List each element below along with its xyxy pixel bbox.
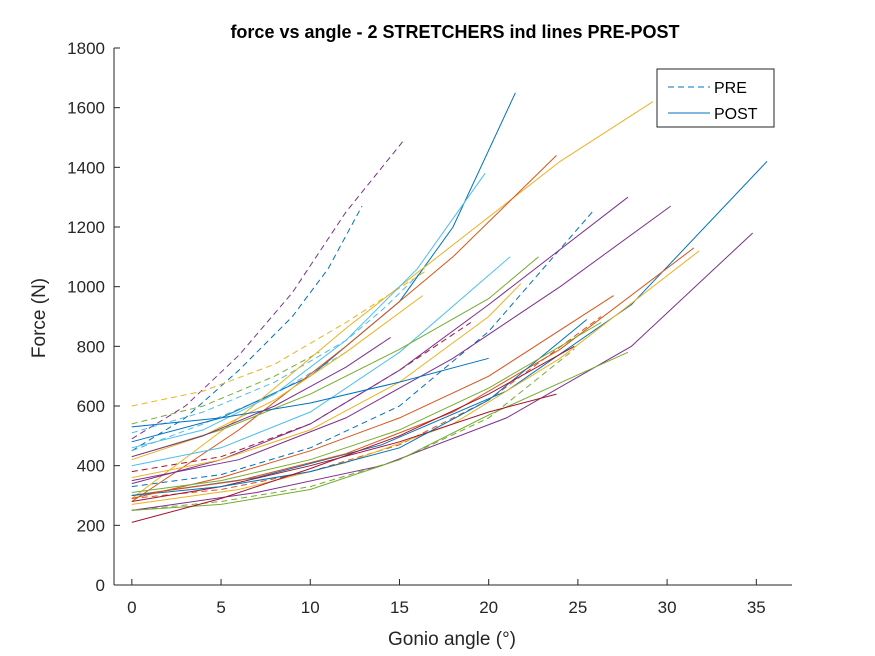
- series-line-22: [131, 393, 557, 502]
- series-line-31: [131, 336, 391, 458]
- y-tick-label: 1000: [67, 278, 105, 297]
- chart-title: force vs angle - 2 STRETCHERS ind lines …: [230, 22, 679, 42]
- series-line-14: [131, 173, 486, 449]
- y-tick-label: 200: [77, 516, 105, 535]
- series-line-18: [131, 196, 629, 485]
- y-tick-label: 800: [77, 337, 105, 356]
- y-tick-label: 1200: [67, 218, 105, 237]
- x-tick-label: 0: [127, 598, 136, 617]
- series-line-20: [131, 250, 700, 505]
- series-line-10: [131, 351, 347, 452]
- series-line-3: [131, 268, 425, 434]
- plot-lines: [131, 92, 768, 523]
- legend-label-pre: PRE: [714, 80, 747, 97]
- series-line-26: [131, 256, 511, 467]
- axes: [113, 48, 792, 586]
- series-line-4: [131, 271, 425, 407]
- series-line-1: [131, 138, 406, 440]
- y-tick-label: 1400: [67, 158, 105, 177]
- x-tick-label: 5: [216, 598, 225, 617]
- series-line-23: [131, 319, 588, 496]
- series-line-13: [131, 155, 557, 502]
- series-line-17: [131, 232, 754, 511]
- series-line-8: [131, 316, 602, 499]
- x-tick-label: 35: [747, 598, 766, 617]
- x-tick-label: 15: [390, 598, 409, 617]
- y-tick-label: 600: [77, 397, 105, 416]
- series-line-16: [131, 205, 671, 482]
- series-line-32: [131, 322, 602, 493]
- ticks: 0 5 10 15 20 25 30 35 0 200 400 600 800 1000 1200 1400 1…: [67, 39, 766, 617]
- y-tick-label: 400: [77, 457, 105, 476]
- legend-label-post: POST: [714, 106, 758, 123]
- y-tick-label: 0: [96, 576, 105, 595]
- legend-box: [656, 68, 775, 128]
- series-line-19: [131, 247, 695, 496]
- x-tick-label: 10: [301, 598, 320, 617]
- series-line-6: [131, 211, 593, 488]
- series-line-29: [131, 345, 575, 523]
- series-line-2: [131, 205, 363, 452]
- x-tick-label: 25: [568, 598, 587, 617]
- x-axis-label: Gonio angle (°): [388, 629, 516, 650]
- x-tick-label: 20: [479, 598, 498, 617]
- y-tick-label: 1600: [67, 99, 105, 118]
- y-axis-label: Force (N): [29, 278, 50, 358]
- y-tick-label: 1800: [67, 39, 105, 58]
- series-line-21: [131, 351, 629, 511]
- series-line-30: [131, 357, 489, 428]
- series-line-5: [131, 351, 320, 425]
- x-tick-label: 30: [658, 598, 677, 617]
- legend: PRE POST: [656, 68, 775, 128]
- series-line-28: [131, 295, 614, 499]
- series-line-25: [131, 283, 522, 479]
- series-line-24: [131, 295, 423, 461]
